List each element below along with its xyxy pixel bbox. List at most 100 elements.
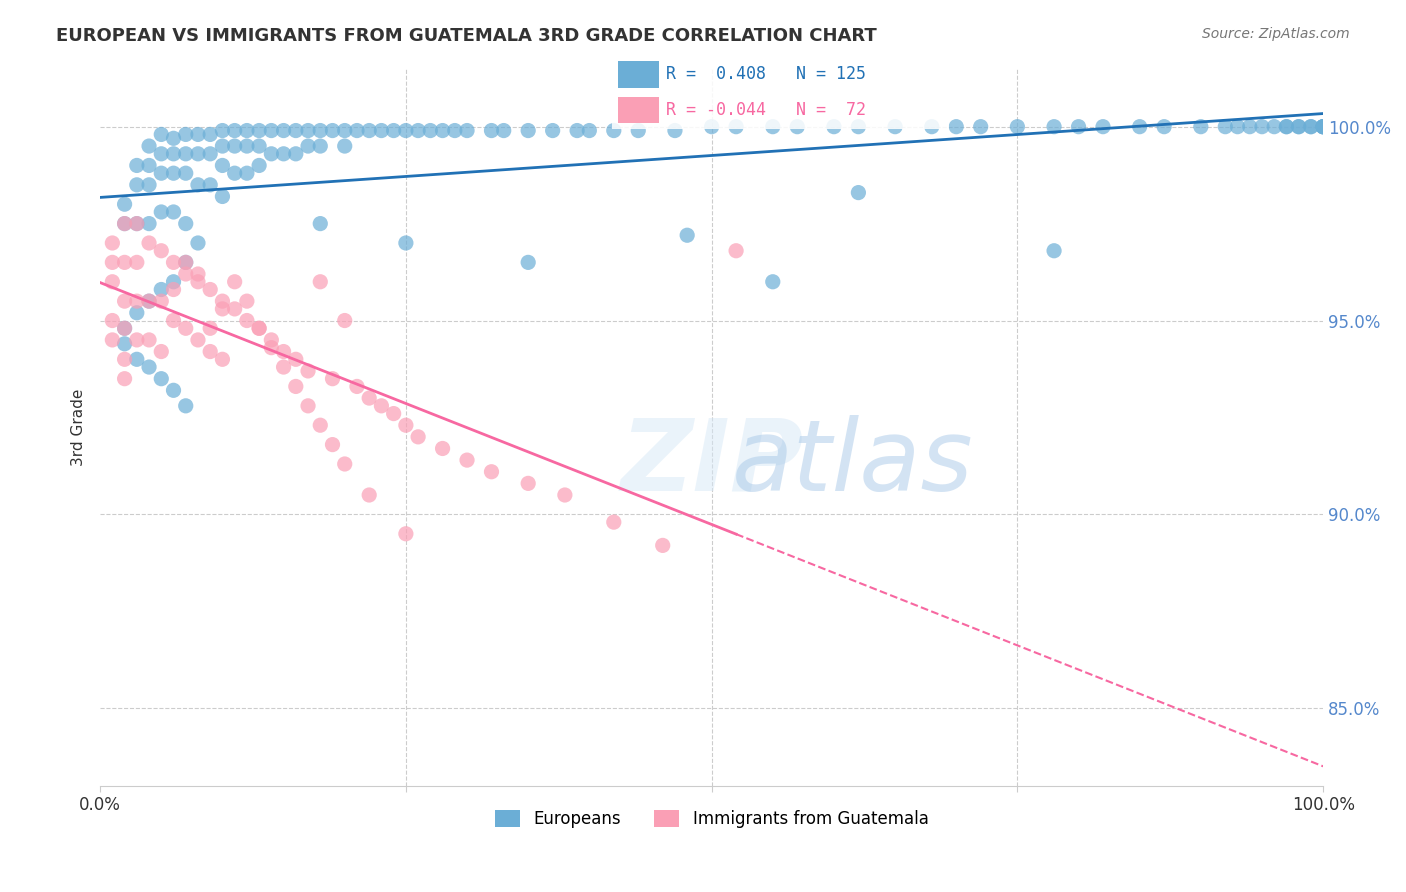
Point [150, 244, 173, 258]
Point [1275, 120, 1298, 134]
Point [114, 217, 136, 231]
Point [187, 267, 209, 281]
Point [309, 418, 332, 433]
Point [138, 178, 160, 192]
Point [200, 178, 222, 192]
Point [224, 123, 246, 137]
Point [1263, 120, 1285, 134]
Point [150, 294, 173, 309]
Point [125, 306, 148, 320]
Point [725, 244, 748, 258]
Point [1299, 120, 1322, 134]
Point [114, 197, 136, 211]
Point [309, 123, 332, 137]
Point [138, 235, 160, 250]
Point [565, 123, 588, 137]
Point [1129, 120, 1152, 134]
Point [676, 228, 699, 243]
Point [359, 123, 381, 137]
Point [260, 123, 283, 137]
Point [224, 301, 246, 316]
Point [200, 321, 222, 335]
Point [138, 217, 160, 231]
Point [395, 235, 418, 250]
Point [114, 255, 136, 269]
Point [101, 333, 124, 347]
Point [554, 488, 576, 502]
Point [541, 123, 564, 137]
Point [603, 515, 626, 529]
Point [1312, 120, 1334, 134]
Point [174, 146, 197, 161]
Point [162, 205, 184, 219]
Bar [619, 61, 659, 87]
Point [382, 123, 405, 137]
Point [297, 399, 319, 413]
Point [101, 235, 124, 250]
Point [114, 321, 136, 335]
Point [114, 352, 136, 367]
Point [517, 123, 540, 137]
Point [1288, 120, 1310, 134]
Point [236, 166, 259, 180]
Point [211, 139, 233, 153]
Point [101, 275, 124, 289]
Point [945, 120, 967, 134]
Point [211, 301, 233, 316]
Point [848, 120, 870, 134]
Point [162, 166, 184, 180]
Point [224, 166, 246, 180]
Point [664, 123, 686, 137]
Bar [619, 96, 659, 123]
Point [138, 294, 160, 309]
Point [200, 146, 222, 161]
Point [1312, 120, 1334, 134]
Point [150, 166, 173, 180]
Point [1288, 120, 1310, 134]
Point [970, 120, 993, 134]
Point [187, 235, 209, 250]
Point [114, 294, 136, 309]
Point [273, 146, 295, 161]
Point [150, 344, 173, 359]
Point [370, 123, 392, 137]
Point [333, 139, 356, 153]
Point [162, 384, 184, 398]
Point [125, 352, 148, 367]
Point [114, 217, 136, 231]
Text: atlas: atlas [731, 415, 973, 511]
Point [406, 123, 429, 137]
Point [333, 313, 356, 327]
Point [456, 123, 478, 137]
Point [1251, 120, 1274, 134]
Point [187, 128, 209, 142]
Point [848, 186, 870, 200]
Point [395, 123, 418, 137]
Point [700, 120, 723, 134]
Point [651, 538, 673, 552]
Point [406, 430, 429, 444]
Point [174, 255, 197, 269]
Point [211, 158, 233, 172]
Point [187, 275, 209, 289]
Point [162, 283, 184, 297]
Point [1312, 120, 1334, 134]
Point [321, 437, 343, 451]
Point [359, 391, 381, 405]
Point [273, 359, 295, 374]
Point [125, 294, 148, 309]
Point [125, 178, 148, 192]
Point [125, 333, 148, 347]
Point [725, 120, 748, 134]
Point [1153, 120, 1175, 134]
Point [224, 139, 246, 153]
Point [150, 146, 173, 161]
Legend: Europeans, Immigrants from Guatemala: Europeans, Immigrants from Guatemala [488, 804, 935, 835]
Point [187, 333, 209, 347]
Point [1226, 120, 1249, 134]
Point [138, 359, 160, 374]
Point [114, 321, 136, 335]
Y-axis label: 3rd Grade: 3rd Grade [72, 388, 86, 466]
Point [1067, 120, 1090, 134]
Point [762, 120, 785, 134]
